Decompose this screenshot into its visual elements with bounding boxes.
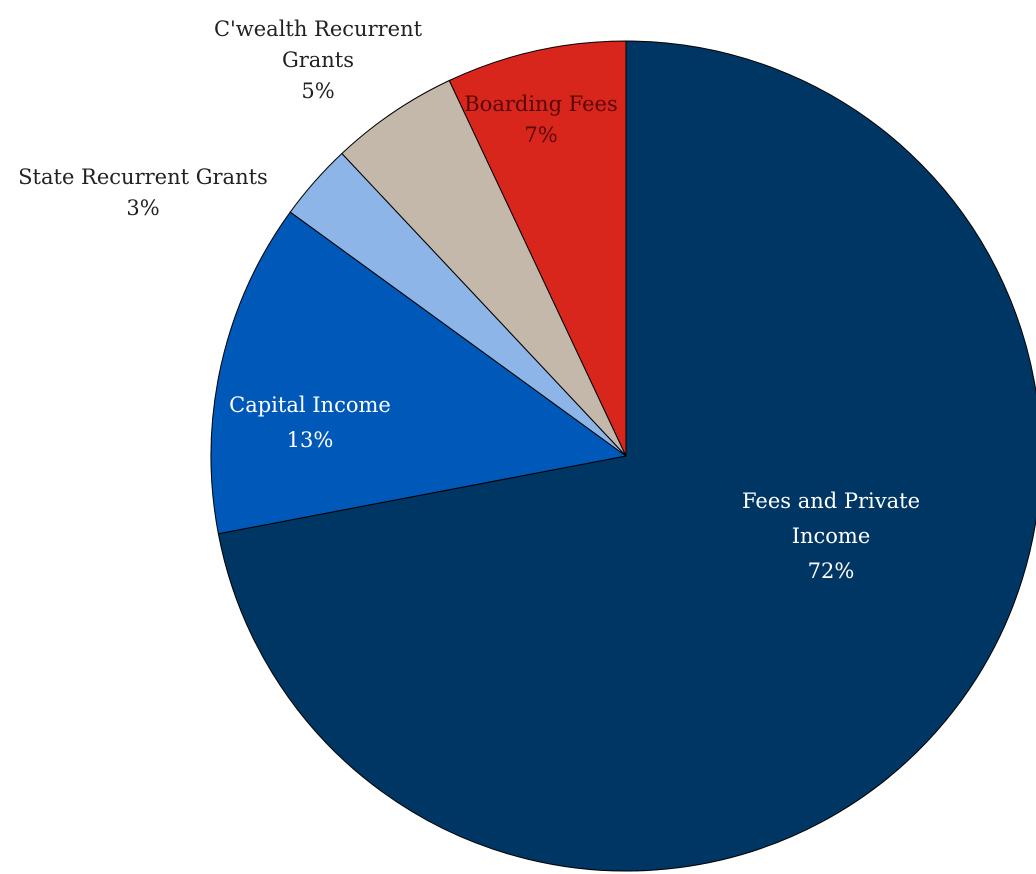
- pie-slices: [210, 40, 1036, 872]
- pie-labels: Fees and Private Income 72% Capital Income 1…: [18, 17, 920, 583]
- slice-percent-boarding-fees: 7%: [524, 123, 557, 147]
- slice-name-line-c-wealth-recurrent-grants: C'wealth Recurrent: [214, 17, 423, 41]
- pie-slice-boarding-fees: [448, 40, 627, 457]
- slice-percent-capital-income: 13%: [287, 428, 334, 452]
- slice-name-line-c-wealth-recurrent-grants: Grants: [282, 48, 354, 72]
- pie-slice-fees-and-private-income: [217, 40, 1036, 872]
- slice-label-state-recurrent-grants: State Recurrent Grants 3%: [18, 165, 268, 220]
- pie-slice-capital-income: [210, 211, 627, 535]
- slice-name-line-capital-income: Capital Income: [229, 393, 391, 417]
- slice-label-c-wealth-recurrent-grants: C'wealth Recurrent Grants 5%: [214, 17, 423, 103]
- slice-name-line-fees-and-private-income: Fees and Private: [742, 489, 920, 513]
- slice-percent-fees-and-private-income: 72%: [808, 559, 855, 583]
- slice-percent-state-recurrent-grants: 3%: [126, 196, 159, 220]
- slice-percent-c-wealth-recurrent-grants: 5%: [301, 79, 334, 103]
- slice-label-boarding-fees: Boarding Fees 7%: [464, 92, 618, 147]
- slice-name-line-state-recurrent-grants: State Recurrent Grants: [18, 165, 268, 189]
- slice-label-fees-and-private-income: Fees and Private Income 72%: [742, 489, 920, 583]
- slice-name-line-fees-and-private-income: Income: [792, 524, 871, 548]
- slice-name-line-boarding-fees: Boarding Fees: [464, 92, 618, 116]
- slice-label-capital-income: Capital Income 13%: [229, 393, 391, 452]
